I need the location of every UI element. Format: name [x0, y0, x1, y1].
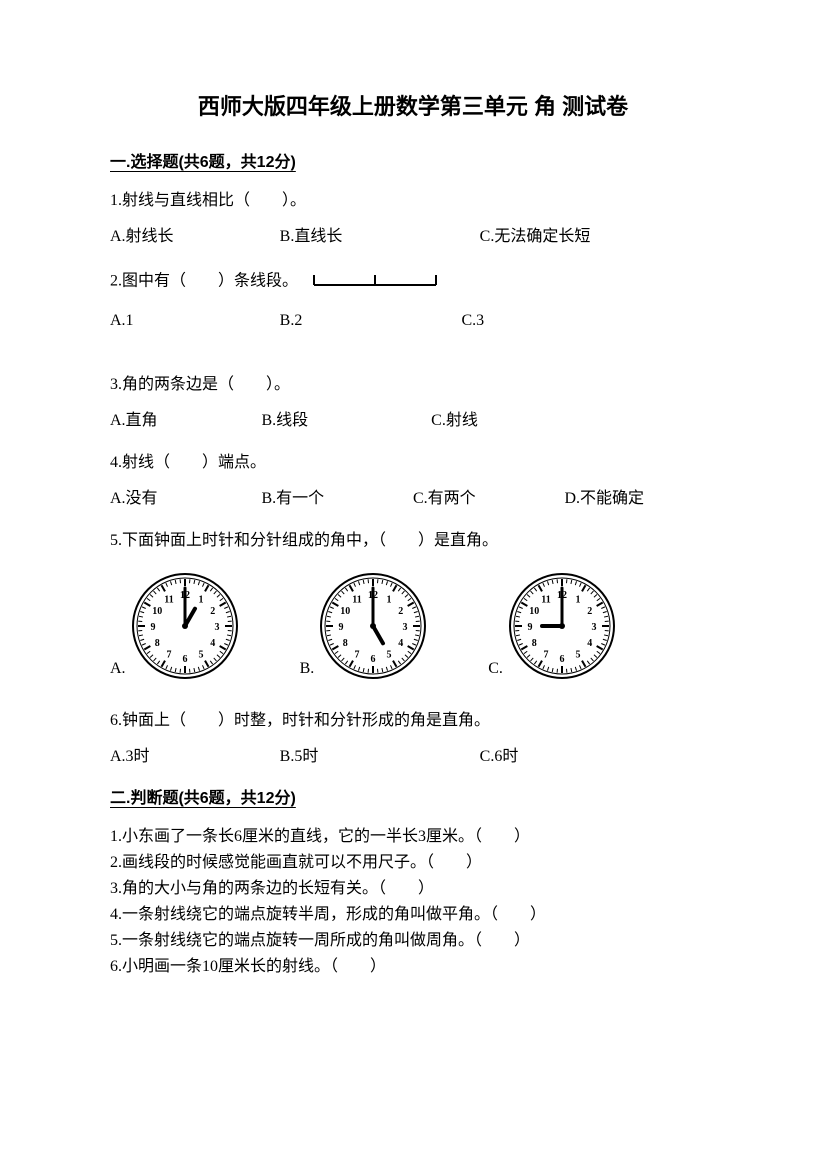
question-4: 4.射线（ ）端点。 A.没有 B.有一个 C.有两个 D.不能确定: [110, 451, 716, 511]
q5-clock-c: C. 123456789101112: [488, 571, 617, 681]
judge-1: 1.小东画了一条长6厘米的直线，它的一半长3厘米。（ ）: [110, 825, 716, 849]
svg-text:10: 10: [341, 606, 351, 617]
svg-text:11: 11: [353, 594, 362, 605]
question-5: 5.下面钟面上时针和分针组成的角中，（ ）是直角。 A. 12345678910…: [110, 529, 716, 681]
judge-6: 6.小明画一条10厘米长的射线。（ ）: [110, 955, 716, 979]
q6-opt-b: B.5时: [280, 745, 480, 769]
page-title: 西师大版四年级上册数学第三单元 角 测试卷: [110, 90, 716, 123]
q1-stem: 1.射线与直线相比（ ）。: [110, 189, 716, 213]
svg-text:8: 8: [343, 638, 348, 649]
q4-opt-b: B.有一个: [262, 487, 414, 511]
svg-text:8: 8: [532, 638, 537, 649]
svg-text:11: 11: [164, 594, 173, 605]
q4-opt-a: A.没有: [110, 487, 262, 511]
svg-text:1: 1: [198, 594, 203, 605]
svg-text:5: 5: [387, 650, 392, 661]
question-3: 3.角的两条边是（ ）。 A.直角 B.线段 C.射线: [110, 373, 716, 433]
svg-text:6: 6: [559, 654, 564, 665]
svg-text:1: 1: [387, 594, 392, 605]
judge-4: 4.一条射线绕它的端点旋转半周，形成的角叫做平角。（ ）: [110, 903, 716, 927]
svg-text:2: 2: [210, 606, 215, 617]
svg-text:6: 6: [182, 654, 187, 665]
q3-opt-a: A.直角: [110, 409, 262, 433]
q2-stem-text: 2.图中有（ ）条线段。: [110, 273, 298, 290]
svg-text:4: 4: [587, 638, 592, 649]
svg-text:7: 7: [355, 650, 360, 661]
q5-clock-b: B. 123456789101112: [300, 571, 429, 681]
q2-options: A.1 B.2 C.3: [110, 309, 716, 333]
line-segment-diagram: [310, 267, 440, 297]
section-2-heading: 二.判断题(共6题，共12分): [110, 787, 716, 811]
section-1-heading: 一.选择题(共6题，共12分): [110, 151, 716, 175]
q5-stem: 5.下面钟面上时针和分针组成的角中，（ ）是直角。: [110, 529, 716, 553]
svg-text:4: 4: [210, 638, 215, 649]
q2-stem: 2.图中有（ ）条线段。: [110, 267, 716, 297]
svg-text:9: 9: [339, 622, 344, 633]
svg-text:10: 10: [529, 606, 539, 617]
svg-text:10: 10: [152, 606, 162, 617]
judge-5: 5.一条射线绕它的端点旋转一周所成的角叫做周角。（ ）: [110, 929, 716, 953]
svg-text:9: 9: [150, 622, 155, 633]
q6-opt-a: A.3时: [110, 745, 280, 769]
q3-stem: 3.角的两条边是（ ）。: [110, 373, 716, 397]
svg-text:3: 3: [591, 622, 596, 633]
svg-text:11: 11: [541, 594, 550, 605]
q3-opt-c: C.射线: [431, 409, 601, 433]
svg-text:4: 4: [398, 638, 403, 649]
q2-opt-a: A.1: [110, 309, 280, 333]
svg-text:1: 1: [575, 594, 580, 605]
clock-icon-9oclock: 123456789101112: [507, 571, 617, 681]
q5-clock-a: A. 123456789101112: [110, 571, 240, 681]
q6-opt-c: C.6时: [480, 745, 680, 769]
svg-text:6: 6: [371, 654, 376, 665]
q5-opt-a-label: A.: [110, 657, 126, 681]
q6-stem: 6.钟面上（ ）时整，时针和分针形成的角是直角。: [110, 709, 716, 733]
clock-icon-1oclock: 123456789101112: [130, 571, 240, 681]
q4-stem: 4.射线（ ）端点。: [110, 451, 716, 475]
q5-clocks: A. 123456789101112 B. 123456789101112 C.…: [110, 571, 716, 681]
svg-text:7: 7: [166, 650, 171, 661]
q1-opt-a: A.射线长: [110, 225, 280, 249]
svg-text:5: 5: [198, 650, 203, 661]
q4-opt-c: C.有两个: [413, 487, 565, 511]
q6-options: A.3时 B.5时 C.6时: [110, 745, 716, 769]
svg-text:9: 9: [527, 622, 532, 633]
svg-text:3: 3: [214, 622, 219, 633]
q4-opt-d: D.不能确定: [565, 487, 717, 511]
q5-opt-c-label: C.: [488, 657, 503, 681]
question-2: 2.图中有（ ）条线段。 A.1 B.2 C.3: [110, 267, 716, 333]
svg-text:8: 8: [154, 638, 159, 649]
q5-opt-b-label: B.: [300, 657, 315, 681]
q2-opt-b: B.2: [280, 309, 462, 333]
q2-opt-c: C.3: [461, 309, 643, 333]
clock-icon-5oclock: 123456789101112: [318, 571, 428, 681]
q3-options: A.直角 B.线段 C.射线: [110, 409, 716, 433]
q1-options: A.射线长 B.直线长 C.无法确定长短: [110, 225, 716, 249]
question-6: 6.钟面上（ ）时整，时针和分针形成的角是直角。 A.3时 B.5时 C.6时: [110, 709, 716, 769]
q4-options: A.没有 B.有一个 C.有两个 D.不能确定: [110, 487, 716, 511]
svg-text:5: 5: [575, 650, 580, 661]
q3-opt-b: B.线段: [262, 409, 432, 433]
judge-3: 3.角的大小与角的两条边的长短有关。（ ）: [110, 877, 716, 901]
svg-text:3: 3: [403, 622, 408, 633]
q1-opt-c: C.无法确定长短: [480, 225, 680, 249]
question-1: 1.射线与直线相比（ ）。 A.射线长 B.直线长 C.无法确定长短: [110, 189, 716, 249]
q1-opt-b: B.直线长: [280, 225, 480, 249]
judge-questions: 1.小东画了一条长6厘米的直线，它的一半长3厘米。（ ） 2.画线段的时候感觉能…: [110, 825, 716, 979]
judge-2: 2.画线段的时候感觉能画直就可以不用尺子。（ ）: [110, 851, 716, 875]
svg-text:7: 7: [543, 650, 548, 661]
svg-text:2: 2: [587, 606, 592, 617]
svg-text:2: 2: [398, 606, 403, 617]
